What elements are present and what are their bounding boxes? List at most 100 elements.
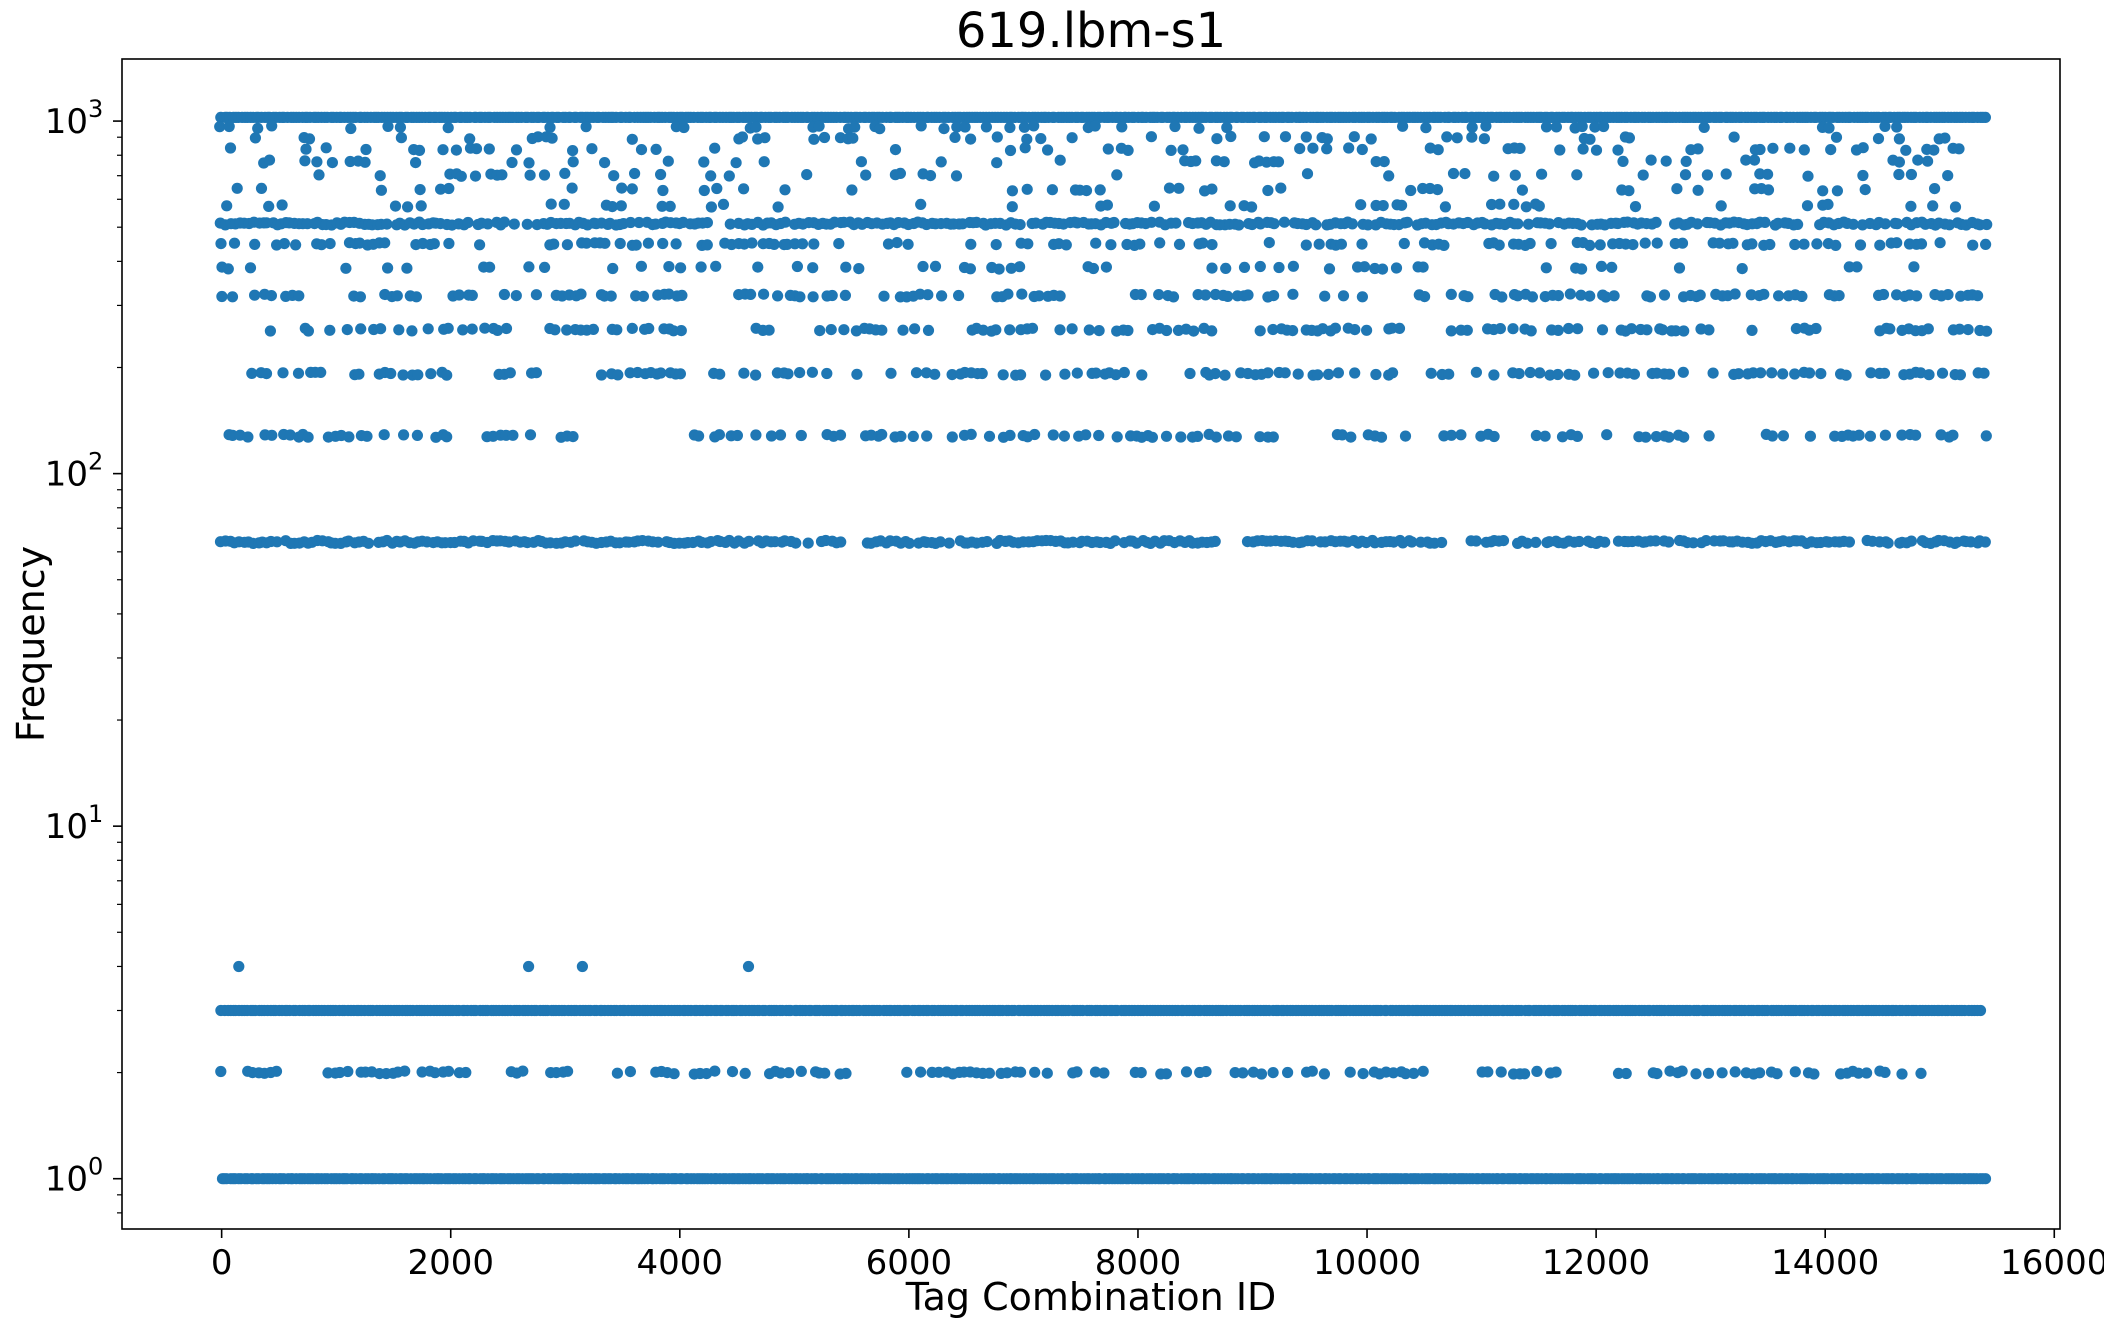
data-point [1378,156,1390,168]
data-point [1670,325,1682,337]
data-point [1173,182,1185,194]
data-point [1575,289,1587,301]
data-point [1153,289,1165,301]
data-point [530,289,543,301]
data-point [1928,144,1940,156]
data-point [745,288,757,300]
data-point [1526,291,1538,303]
data-point [976,367,988,380]
data-point [1015,369,1027,381]
data-point [1004,324,1016,336]
data-point [1349,367,1361,379]
data-point [1210,431,1222,443]
data-point [1066,132,1078,144]
data-point [664,200,676,212]
data-point [1825,144,1837,156]
data-point [1398,237,1410,250]
data-point [1512,218,1524,230]
data-point [951,121,963,133]
data-point [538,169,551,181]
data-point [1346,218,1358,230]
marker-band-4 [233,960,755,973]
data-point [1033,290,1045,302]
data-point [1337,290,1350,302]
data-point [382,262,394,274]
data-point [1629,201,1642,213]
data-point [774,429,787,441]
data-point [807,291,819,303]
data-point [1493,239,1505,251]
data-point [642,237,655,249]
data-point [1267,323,1279,336]
data-point [1600,291,1612,303]
data-point [1905,535,1917,547]
data-point [605,290,617,302]
data-point [791,260,804,273]
data-point [1520,201,1532,213]
data-point [1979,1173,1992,1185]
data-point [1488,369,1500,381]
data-point [1513,368,1525,380]
data-point [1362,219,1374,231]
data-point [1577,143,1589,155]
data-point [566,182,578,194]
data-point [833,238,845,250]
data-point [1098,1067,1110,1079]
data-point [1543,218,1556,230]
data-point [276,199,288,211]
data-point [1720,168,1732,180]
data-point [1910,429,1922,441]
data-point [1534,367,1546,379]
data-point [284,429,296,441]
data-point [222,263,234,275]
data-point [1268,218,1280,230]
marker-band-448 [215,236,1992,251]
data-point [920,367,933,379]
data-point [1136,369,1148,381]
data-point [1170,217,1182,229]
data-point [1319,290,1331,302]
data-point [1729,288,1741,300]
data-point [1508,198,1520,210]
data-point [1197,237,1209,249]
data-point [1108,216,1120,229]
data-point [1857,169,1869,182]
data-point [1279,131,1292,143]
data-point [1301,168,1314,180]
data-point [1348,131,1360,143]
data-point [1590,144,1603,156]
data-point [1209,535,1221,548]
data-point [1594,239,1606,251]
data-point [965,238,977,250]
data-point [1939,132,1951,144]
data-point [724,218,736,230]
data-point [814,325,826,337]
data-point [1663,536,1675,548]
data-point [1703,430,1715,442]
data-point [464,133,476,145]
data-point [1273,261,1285,274]
data-point [874,123,886,135]
data-point [1441,131,1453,143]
data-point [1282,1066,1294,1079]
data-point [567,156,579,168]
data-point [326,157,338,169]
data-point [1005,262,1017,274]
data-point [1509,169,1521,181]
data-point [1692,143,1704,155]
data-point [1651,237,1663,249]
data-point [946,369,958,381]
data-point [1060,239,1072,251]
data-point [924,170,937,182]
data-point [1306,1065,1318,1077]
data-point [670,238,682,250]
data-point [246,367,258,379]
data-point [311,156,323,168]
data-point [1736,263,1748,275]
data-point [657,237,669,250]
data-point [846,184,858,196]
data-point [1105,239,1117,251]
data-point [1006,201,1018,213]
data-point [1488,170,1500,182]
data-point [840,261,852,273]
